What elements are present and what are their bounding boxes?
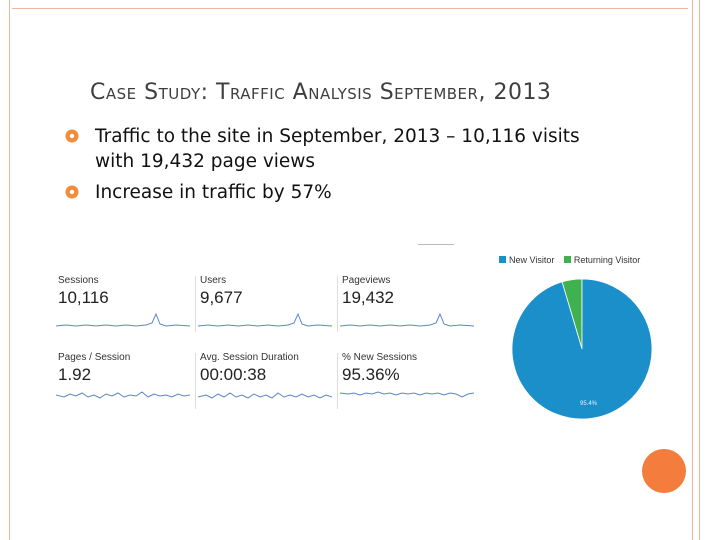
pie-legend: New Visitor Returning Visitor <box>499 255 647 265</box>
metric-value: 00:00:38 <box>200 365 267 384</box>
metric-value: 9,677 <box>200 288 243 307</box>
metric-value: 1.92 <box>58 365 92 384</box>
bullet-text: Increase in traffic by 57% <box>95 182 332 203</box>
sparkline <box>56 391 190 399</box>
sparkline <box>340 391 474 398</box>
legend-swatch <box>563 256 571 263</box>
slide-title: Case Study: Traffic Analysis September, … <box>90 80 552 105</box>
pie-svg <box>511 278 653 420</box>
metric-value: 19,432 <box>342 288 394 307</box>
divider <box>418 244 454 245</box>
legend-label: New Visitor <box>509 255 555 265</box>
decorative-circle <box>642 449 686 493</box>
metric-label: Sessions <box>58 275 99 286</box>
analytics-metrics-panel: Sessions 10,116 Users 9,677 Pageviews 19… <box>56 270 476 410</box>
bullet-list: Traffic to the site in September, 2013 –… <box>64 124 624 211</box>
metric-label: Avg. Session Duration <box>200 352 299 363</box>
separator <box>337 276 338 332</box>
legend-swatch <box>499 256 506 263</box>
sparkline <box>340 312 474 327</box>
gear-bullet-icon <box>65 129 79 143</box>
bullet-item: Increase in traffic by 57% <box>64 180 624 205</box>
pie-slice-new-visitor <box>511 278 653 420</box>
metric-users: Users 9,677 <box>198 270 334 334</box>
metric-value: 95.36% <box>342 365 400 384</box>
metric-label: Pageviews <box>342 275 391 286</box>
bullet-text: Traffic to the site in September, 2013 –… <box>95 126 580 172</box>
separator <box>337 353 338 409</box>
metric-value: 10,116 <box>58 288 109 307</box>
gear-bullet-icon <box>65 185 79 199</box>
metric-new-sessions: % New Sessions 95.36% <box>340 347 476 411</box>
metric-sessions: Sessions 10,116 <box>56 270 192 334</box>
metric-pages-per-session: Pages / Session 1.92 <box>56 347 192 411</box>
metric-avg-session-duration: Avg. Session Duration 00:00:38 <box>198 347 334 411</box>
separator <box>195 276 196 332</box>
sparkline <box>56 312 190 327</box>
metric-pageviews: Pageviews 19,432 <box>340 270 476 334</box>
sparkline <box>198 392 332 399</box>
slide-frame-top <box>12 8 688 9</box>
legend-item: Returning Visitor <box>563 255 641 265</box>
metric-label: % New Sessions <box>342 352 418 363</box>
sparkline <box>198 312 332 327</box>
pie-slice-label: 95.4% <box>580 401 598 407</box>
metric-label: Pages / Session <box>58 352 131 363</box>
separator <box>195 353 196 409</box>
visitor-pie-chart: New Visitor Returning Visitor 95.4% <box>495 250 665 425</box>
legend-item: New Visitor <box>499 255 554 265</box>
legend-label: Returning Visitor <box>573 255 641 265</box>
bullet-item: Traffic to the site in September, 2013 –… <box>64 124 624 174</box>
slide-frame <box>9 0 693 540</box>
slide-frame-line <box>699 0 700 540</box>
metric-label: Users <box>200 275 227 286</box>
